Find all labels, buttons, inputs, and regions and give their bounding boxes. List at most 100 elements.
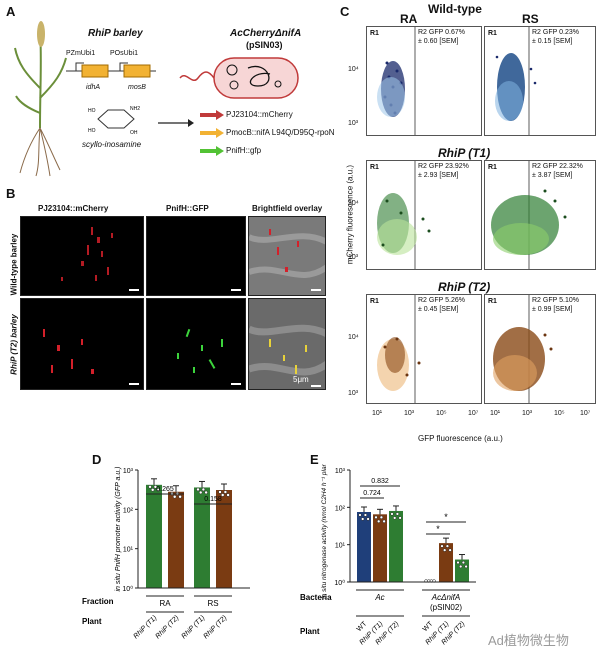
bar	[373, 514, 387, 582]
xtick: 10⁷	[580, 410, 591, 417]
barley-plant-illustration	[14, 21, 67, 177]
bar	[439, 543, 453, 582]
gene-cassette-diagram	[66, 62, 156, 78]
flow-ylabel: mCherry fluorescence (a.u.)	[345, 164, 355, 265]
xtick: 10⁷	[468, 410, 479, 417]
plant-row-label: Plant	[82, 617, 102, 626]
r2-t2-rs: R2 GFP 5.10% ± 0.99 [SEM]	[532, 297, 579, 313]
data-point	[379, 515, 384, 519]
y-axis-label: in situ nitrogenase activity (nmol C2H4 …	[321, 464, 328, 599]
y-tick-label: 10²	[335, 505, 346, 512]
xtick: 10³	[404, 410, 415, 417]
micro-rhip-mcherry	[20, 298, 144, 390]
r1-label: R1	[370, 164, 379, 171]
data-point	[390, 512, 394, 516]
construct-mcherry: PJ23104::mCherry	[226, 110, 293, 119]
rhip-barley-title: RhiP barley	[88, 28, 143, 39]
data-point	[358, 513, 362, 517]
flow-plot-t2-rs	[484, 294, 596, 404]
data-point	[153, 485, 158, 489]
row-rhip-label: RhiP (T2) barley	[9, 314, 19, 375]
p-value: 0.832	[371, 478, 389, 485]
construct-arrows	[200, 110, 224, 156]
data-point	[448, 548, 452, 552]
flow-plot-wt-rs	[484, 26, 596, 136]
data-point	[148, 485, 152, 489]
ytick-wt: 10³	[348, 120, 359, 127]
plasmid-label: (pSIN03)	[246, 40, 283, 50]
data-point	[456, 560, 460, 565]
data-point	[156, 488, 160, 492]
bar	[194, 487, 210, 588]
strain-title: AcCherryΔnifA	[230, 28, 302, 39]
data-point	[226, 493, 230, 497]
col-mcherry-label: PJ23104::mCherry	[38, 204, 109, 213]
r1-label: R1	[370, 298, 379, 305]
promoter-zmubi1: PZmUbi1	[66, 50, 96, 57]
data-point	[464, 564, 468, 569]
data-point	[223, 490, 228, 494]
data-point	[220, 493, 225, 497]
significance-star: *	[436, 524, 440, 534]
chart-e: 10⁰ 10¹ 10² 10³ in situ nitrogenase activity…	[300, 464, 476, 646]
group-label: RS	[207, 599, 218, 608]
data-point	[445, 544, 450, 548]
y-tick-label: 10¹	[123, 547, 134, 554]
data-point	[172, 494, 177, 499]
flow-xlabel: GFP fluorescence (a.u.)	[418, 434, 503, 443]
y-tick-label: 10²	[123, 507, 134, 514]
r2-wt-ra: R2 GFP 0.67% ± 0.60 [SEM]	[418, 29, 465, 45]
col-rs-header: RS	[522, 12, 539, 26]
r1-label: R1	[370, 30, 379, 37]
xtick: 10³	[522, 410, 533, 417]
xtick: 10⁵	[436, 410, 447, 417]
y-tick-label: 10¹	[335, 543, 346, 550]
data-point	[393, 516, 397, 520]
x-tick-label: WT	[356, 620, 369, 633]
data-point	[204, 490, 208, 495]
group-label: RA	[159, 599, 171, 608]
ytick-t1: 10³	[348, 254, 359, 261]
r2-wt-rs: R2 GFP 0.23% ± 0.15 [SEM]	[532, 29, 579, 45]
flow-plot-wt-ra	[366, 26, 482, 136]
bar	[168, 491, 184, 588]
watermark: Ad植物微生物	[488, 633, 569, 648]
scyllo-inosamine-label: scyllo-inosamine	[82, 140, 142, 149]
r2-t2-ra: R2 GFP 5.26% ± 0.45 [SEM]	[418, 297, 465, 313]
data-point	[461, 560, 466, 565]
data-point	[201, 487, 206, 492]
flow-plot-t1-rs	[484, 160, 596, 270]
construct-gfp: PnifH::gfp	[226, 146, 262, 155]
group-label-plasmid: (pSIN02)	[430, 603, 462, 612]
xtick: 10⁵	[554, 410, 565, 417]
micro-wt-mcherry	[20, 216, 144, 296]
gene-mosb: mosB	[128, 84, 146, 91]
flow-plot-t2-ra	[366, 294, 482, 404]
construct-nifa: PmocB::nifA L94Q/D95Q-rpoN	[226, 128, 335, 137]
data-point	[198, 490, 203, 495]
svg-text:HO: HO	[88, 108, 96, 114]
panel-label-d: D	[92, 452, 102, 467]
panel-label-b: B	[6, 186, 16, 201]
p-value: 0.265	[156, 486, 174, 493]
svg-text:HO: HO	[88, 128, 96, 134]
data-point	[218, 490, 222, 494]
xtick: 10¹	[372, 410, 383, 417]
group-label: AcΔnifA	[431, 593, 461, 602]
data-point	[459, 564, 463, 569]
panel-label-e: E	[310, 452, 319, 467]
data-point	[443, 548, 447, 552]
bacterium-illustration	[179, 57, 299, 99]
flow-plot-t1-ra	[366, 160, 482, 270]
micro-rhip-overlay: 5μm	[248, 298, 326, 390]
panel-label-a: A	[6, 4, 16, 19]
data-point	[178, 494, 182, 499]
r2-t1-ra: R2 GFP 23.92% ± 2.93 [SEM]	[418, 163, 469, 179]
data-point	[398, 516, 402, 520]
data-point	[363, 513, 368, 517]
bar	[216, 490, 232, 588]
significance-star: *	[444, 512, 448, 522]
data-point	[196, 487, 200, 492]
ytick-t2: 10⁴	[348, 334, 359, 341]
